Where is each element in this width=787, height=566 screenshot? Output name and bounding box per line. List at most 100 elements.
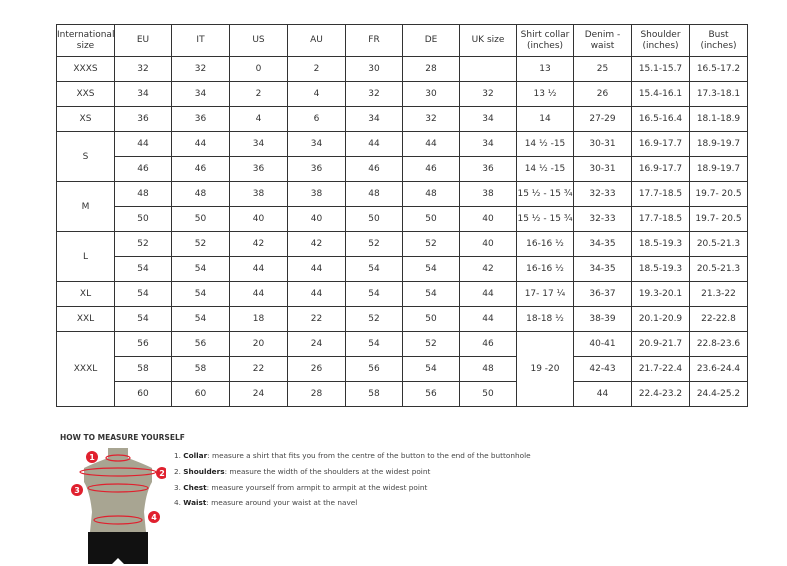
table-cell: 17- 17 ¼ <box>516 281 574 307</box>
table-cell: 58 <box>114 356 172 382</box>
table-cell: 32 <box>459 81 517 107</box>
table-cell: 18.9-19.7 <box>689 156 748 182</box>
marker-1: 1 <box>89 453 95 462</box>
table-cell: 54 <box>171 306 230 332</box>
marker-2: 2 <box>159 469 165 478</box>
table-cell: 46 <box>171 156 230 182</box>
measure-steps: 1. Collar: measure a shirt that fits you… <box>174 451 531 514</box>
table-cell: 44 <box>402 131 460 157</box>
table-cell: 54 <box>402 256 460 282</box>
table-cell: 52 <box>345 306 403 332</box>
table-cell: 26 <box>287 356 346 382</box>
table-row: XL 54 54 44 44 54 54 44 17- 17 ¼ 36-37 19.3-20.1 21… <box>56 281 748 307</box>
table-cell: 20.9-21.7 <box>631 331 690 357</box>
table-cell: 17.7-18.5 <box>631 206 690 232</box>
table-row: XXS 34 34 2 4 32 30 32 13 ½ 26 15.4-16.1 17.3-18.1 <box>56 81 748 107</box>
table-cell: 22-22.8 <box>689 306 748 332</box>
table-cell: 54 <box>345 256 403 282</box>
table-cell: 36 <box>171 106 230 132</box>
table-row: XS 36 36 4 6 34 32 34 14 27-29 16.5-16.4 18.1-18.9 <box>56 106 748 132</box>
table-cell: 18.5-19.3 <box>631 231 690 257</box>
table-cell: 32-33 <box>573 181 632 207</box>
table-cell: 30-31 <box>573 131 632 157</box>
table-cell: 22.4-23.2 <box>631 381 690 407</box>
table-cell: 44 <box>229 256 288 282</box>
table-cell: 18-18 ½ <box>516 306 574 332</box>
table-cell: 50 <box>114 206 172 232</box>
table-cell: 52 <box>345 231 403 257</box>
table-cell: 54 <box>402 356 460 382</box>
header-row: International size EU IT US AU FR DE UK size Shi… <box>56 24 748 57</box>
size-label: L <box>56 231 115 282</box>
table-cell: 16-16 ½ <box>516 231 574 257</box>
table-cell: 38-39 <box>573 306 632 332</box>
table-cell: 34 <box>171 81 230 107</box>
table-cell: 34 <box>114 81 172 107</box>
size-label: XXXS <box>56 56 115 82</box>
table-cell: 26 <box>573 81 632 107</box>
table-cell: 14 <box>516 106 574 132</box>
table-cell: 46 <box>114 156 172 182</box>
table-cell: 40 <box>287 206 346 232</box>
torso-illustration: 1 2 3 4 <box>71 448 166 564</box>
table-cell: 42-43 <box>573 356 632 382</box>
step-chest: 3. Chest: measure yourself from armpit t… <box>174 482 428 492</box>
table-cell: 46 <box>402 156 460 182</box>
table-cell: 34 <box>229 131 288 157</box>
table-cell: 36 <box>459 156 517 182</box>
table-cell: 42 <box>459 256 517 282</box>
table-cell: 32 <box>171 56 230 82</box>
column-header: International size <box>56 24 115 57</box>
table-cell: 18.5-19.3 <box>631 256 690 282</box>
column-header: Denim - waist <box>573 24 632 57</box>
table-row: 58 58 22 26 56 54 48 42-43 21.7-22.4 23.6-24.4 <box>57 356 748 382</box>
table-cell: 30 <box>402 81 460 107</box>
table-cell: 2 <box>287 56 346 82</box>
table-cell: 42 <box>287 231 346 257</box>
size-label: XXXL <box>56 331 115 407</box>
table-cell: 24.4-25.2 <box>689 381 748 407</box>
table-cell: 32 <box>345 81 403 107</box>
table-cell: 50 <box>345 206 403 232</box>
table-cell: 14 ½ -15 <box>516 156 574 182</box>
table-cell: 54 <box>171 256 230 282</box>
table-cell: 34-35 <box>573 256 632 282</box>
table-cell: 52 <box>171 231 230 257</box>
table-cell: 56 <box>114 331 172 357</box>
table-cell: 32-33 <box>573 206 632 232</box>
table-cell: 44 <box>287 281 346 307</box>
table-cell: 48 <box>114 181 172 207</box>
table-cell: 44 <box>287 256 346 282</box>
column-header: AU <box>287 24 346 57</box>
table-cell: 52 <box>114 231 172 257</box>
column-header: DE <box>402 24 460 57</box>
table-row: 60 60 24 28 58 56 50 44 22.4-23.2 24.4-25.2 <box>57 381 748 407</box>
table-cell: 19.3-20.1 <box>631 281 690 307</box>
table-cell: 4 <box>287 81 346 107</box>
table-cell: 50 <box>402 306 460 332</box>
table-cell: 16.9-17.7 <box>631 131 690 157</box>
step-collar: 1. Collar: measure a shirt that fits you… <box>174 451 531 460</box>
table-cell: 34 <box>459 106 517 132</box>
table-cell: 28 <box>287 381 346 407</box>
column-header: Shirt collar (inches) <box>516 24 574 57</box>
table-row: XXXL 56 56 20 24 54 52 46 19 -20 40-41 20.9-21.7 22… <box>56 331 748 407</box>
table-cell: 16-16 ½ <box>516 256 574 282</box>
table-cell: 44 <box>459 306 517 332</box>
table-row: S 44 44 34 34 44 44 34 14 ½ -15 30-31 16.9-17.7 18.… <box>56 131 748 182</box>
table-cell: 15.4-16.1 <box>631 81 690 107</box>
table-cell: 34 <box>345 106 403 132</box>
table-cell: 16.5-17.2 <box>689 56 748 82</box>
table-row: M 48 48 38 38 48 48 38 15 ½ - 15 ¾ 32-33 17.7-18.5… <box>56 181 748 232</box>
table-cell: 46 <box>345 156 403 182</box>
table-row: XXL 54 54 18 22 52 50 44 18-18 ½ 38-39 20.1-20.9 22… <box>56 306 748 332</box>
table-cell: 36-37 <box>573 281 632 307</box>
table-cell: 13 <box>516 56 574 82</box>
table-cell: 50 <box>402 206 460 232</box>
table-cell: 48 <box>171 181 230 207</box>
table-row: L 52 52 42 42 52 52 40 16-16 ½ 34-35 18.5-19.3 20.5… <box>56 231 748 282</box>
table-cell: 19 -20 <box>516 331 574 407</box>
table-cell: 58 <box>171 356 230 382</box>
table-cell: 2 <box>229 81 288 107</box>
table-cell: 15.1-15.7 <box>631 56 690 82</box>
